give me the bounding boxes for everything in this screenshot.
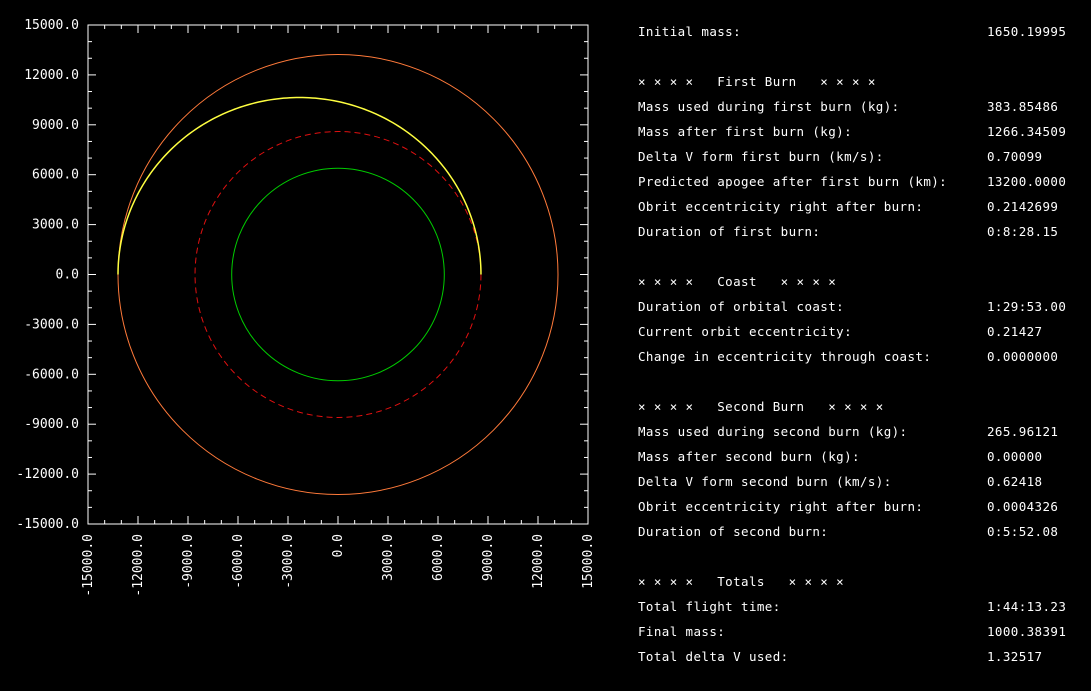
section-header-totals: × × × × Totals × × × × [638, 574, 845, 589]
stat-row: Mass after second burn (kg): 0.00000 [638, 444, 1083, 469]
stat-row: Delta V form first burn (km/s): 0.70099 [638, 144, 1083, 169]
stat-row: Obrit eccentricity right after burn: 0.21… [638, 194, 1083, 219]
stat-value: 0.62418 [987, 474, 1043, 489]
stat-value: 0.21427 [987, 324, 1043, 339]
y-tick-label: -12000.0 [16, 467, 79, 482]
stat-label: Obrit eccentricity right after burn: [638, 499, 924, 514]
stat-value: 0.0000000 [987, 349, 1059, 364]
stat-label: Duration of orbital coast: [638, 299, 845, 314]
x-tick-label: 3000.0 [381, 534, 396, 581]
stat-row: Mass after first burn (kg): 1266.34509 [638, 119, 1083, 144]
x-tick-label: -3000.0 [281, 534, 296, 589]
stat-label: Delta V form first burn (km/s): [638, 149, 884, 164]
y-tick-label: 15000.0 [24, 18, 79, 33]
stat-row: Current orbit eccentricity: 0.21427 [638, 319, 1083, 344]
stat-label: Total flight time: [638, 599, 781, 614]
y-tick-label: 3000.0 [32, 218, 79, 233]
stat-label: Total delta V used: [638, 649, 789, 664]
stat-value: 1.32517 [987, 649, 1043, 664]
section-header-coast: × × × × Coast × × × × [638, 274, 837, 289]
plot-ticks: 15000.0 12000.0 9000.0 6000.0 3000.0 0.0 -3000… [16, 18, 596, 597]
stat-label: Delta V form second burn (km/s): [638, 474, 892, 489]
x-tick-label: -12000.0 [131, 534, 146, 597]
stat-label: Current orbit eccentricity: [638, 324, 852, 339]
stat-value: 0.0004326 [987, 499, 1059, 514]
stat-row: Mass used during first burn (kg): 383.854… [638, 94, 1083, 119]
stat-row: Obrit eccentricity right after burn: 0.00… [638, 494, 1083, 519]
orbit-target-orbit [117, 54, 559, 495]
stat-label: Mass used during first burn (kg): [638, 99, 900, 114]
stat-label: Mass used during second burn (kg): [638, 424, 908, 439]
section-header-first-burn: × × × × First Burn × × × × [638, 74, 876, 89]
stat-row: Final mass: 1000.38391 [638, 619, 1083, 644]
y-tick-label: -3000.0 [24, 317, 79, 332]
stat-row-initial-mass: Initial mass: 1650.19995 [638, 19, 1083, 44]
x-tick-label: 6000.0 [431, 534, 446, 581]
x-tick-label: 15000.0 [581, 534, 596, 589]
y-tick-label: -9000.0 [24, 417, 79, 432]
stat-value: 1266.34509 [987, 124, 1067, 139]
stat-value: 0:8:28.15 [987, 224, 1059, 239]
section-first-burn: Mass used during first burn (kg): 383.854… [638, 94, 1083, 244]
stat-row: Total delta V used: 1.32517 [638, 644, 1083, 669]
stat-value: 0.2142699 [987, 199, 1059, 214]
section-second-burn: Mass used during second burn (kg): 265.96… [638, 419, 1083, 544]
stat-value: 13200.0000 [987, 174, 1067, 189]
orbit-curves [117, 54, 559, 495]
stat-label: Predicted apogee after first burn (km): [638, 174, 948, 189]
y-tick-label: 12000.0 [24, 68, 79, 83]
stat-row: Duration of orbital coast: 1:29:53.00 [638, 294, 1083, 319]
y-tick-label: -6000.0 [24, 367, 79, 382]
stat-row: Change in eccentricity through coast: 0.0… [638, 344, 1083, 369]
stat-value: 0.70099 [987, 149, 1043, 164]
section-totals: Total flight time: 1:44:13.23 Final mass: 1… [638, 594, 1083, 669]
stat-row: Total flight time: 1:44:13.23 [638, 594, 1083, 619]
section-coast: Duration of orbital coast: 1:29:53.00 Curr… [638, 294, 1083, 369]
stat-value: 0:5:52.08 [987, 524, 1059, 539]
section-header-second-burn: × × × × Second Burn × × × × [638, 399, 884, 414]
stat-value: 383.85486 [987, 99, 1059, 114]
stat-value: 1:29:53.00 [987, 299, 1067, 314]
stat-label: Duration of second burn: [638, 524, 829, 539]
x-tick-label: -15000.0 [81, 534, 96, 597]
stat-value: 1650.19995 [987, 24, 1067, 39]
stat-value: 0.00000 [987, 449, 1043, 464]
x-tick-label: -6000.0 [231, 534, 246, 589]
x-tick-label: 9000.0 [481, 534, 496, 581]
y-tick-label: 9000.0 [32, 118, 79, 133]
stat-label: Initial mass: [638, 24, 742, 39]
stat-value: 1000.38391 [987, 624, 1067, 639]
stat-row: Duration of second burn: 0:5:52.08 [638, 519, 1083, 544]
stat-row: Duration of first burn: 0:8:28.15 [638, 219, 1083, 244]
stat-row: Mass used during second burn (kg): 265.96… [638, 419, 1083, 444]
stat-label: Duration of first burn: [638, 224, 821, 239]
x-tick-label: -9000.0 [181, 534, 196, 589]
y-tick-label: 0.0 [56, 268, 79, 283]
x-tick-label: 0.0 [331, 534, 346, 557]
stat-label: Mass after second burn (kg): [638, 449, 860, 464]
mission-stats-panel: Initial mass: 1650.19995 × × × × First B… [638, 19, 1083, 669]
orbit-earth-surface [231, 167, 445, 382]
stat-label: Obrit eccentricity right after burn: [638, 199, 924, 214]
orbit-plot: 15000.0 12000.0 9000.0 6000.0 3000.0 0.0 -3000… [16, 18, 596, 597]
stat-label: Mass after first burn (kg): [638, 124, 852, 139]
stat-row: Predicted apogee after first burn (km): 1… [638, 169, 1083, 194]
y-tick-label: -15000.0 [16, 517, 79, 532]
orbit-transfer-orbit [117, 96, 482, 275]
y-tick-label: 6000.0 [32, 168, 79, 183]
plot-frame [87, 24, 589, 525]
stat-row: Delta V form second burn (km/s): 0.62418 [638, 469, 1083, 494]
plot-axes [87, 24, 589, 525]
orbit-parking-orbit [194, 131, 482, 418]
stat-label: Change in eccentricity through coast: [638, 349, 932, 364]
x-tick-label: 12000.0 [531, 534, 546, 589]
stat-label: Final mass: [638, 624, 726, 639]
stat-value: 265.96121 [987, 424, 1059, 439]
stat-value: 1:44:13.23 [987, 599, 1067, 614]
